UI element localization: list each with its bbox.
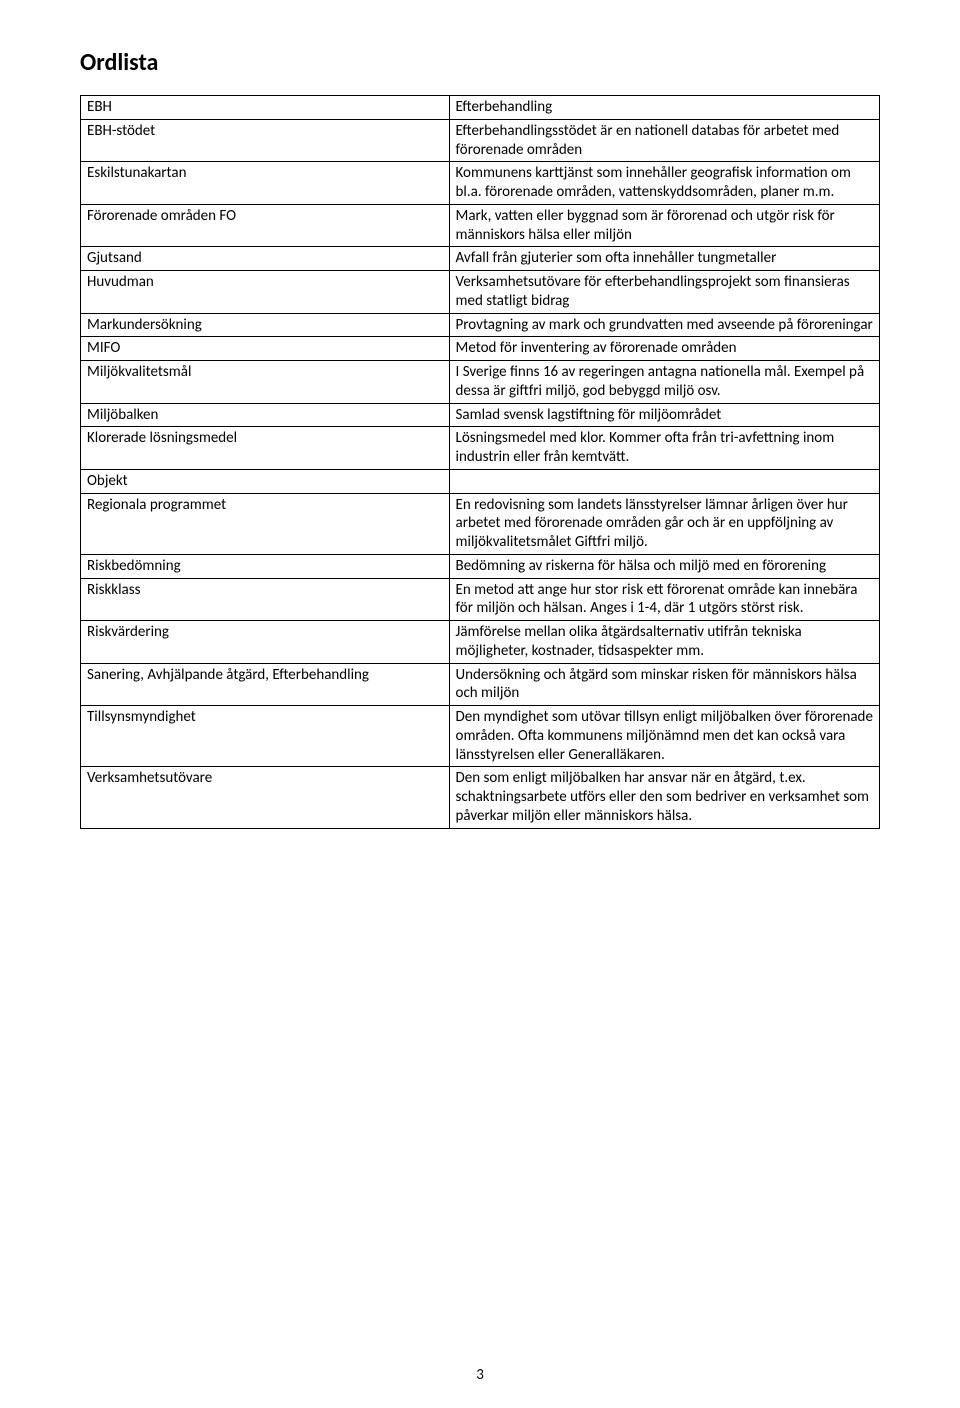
table-row: EBHEfterbehandling [81, 96, 880, 120]
table-row: EBH-stödetEfterbehandlingsstödet är en n… [81, 119, 880, 162]
definition-cell: Den som enligt miljöbalken har ansvar nä… [449, 767, 879, 828]
table-row: MIFOMetod för inventering av förorenade … [81, 337, 880, 361]
term-cell: Regionala programmet [81, 493, 450, 554]
term-cell: Förorenade områden FO [81, 204, 450, 247]
table-row: MiljöbalkenSamlad svensk lagstiftning fö… [81, 403, 880, 427]
table-row: MiljökvalitetsmålI Sverige finns 16 av r… [81, 361, 880, 404]
definition-cell: Samlad svensk lagstiftning för miljöområ… [449, 403, 879, 427]
definition-cell: Kommunens karttjänst som innehåller geog… [449, 162, 879, 205]
table-row: TillsynsmyndighetDen myndighet som utöva… [81, 706, 880, 767]
page-title: Ordlista [80, 48, 880, 77]
term-cell: Miljöbalken [81, 403, 450, 427]
table-row: RiskbedömningBedömning av riskerna för h… [81, 554, 880, 578]
table-row: Objekt [81, 469, 880, 493]
definition-cell [449, 469, 879, 493]
definition-cell: Metod för inventering av förorenade områ… [449, 337, 879, 361]
glossary-table: EBHEfterbehandlingEBH-stödetEfterbehandl… [80, 95, 880, 829]
table-row: RiskklassEn metod att ange hur stor risk… [81, 578, 880, 621]
term-cell: EBH [81, 96, 450, 120]
definition-cell: I Sverige finns 16 av regeringen antagna… [449, 361, 879, 404]
table-row: RiskvärderingJämförelse mellan olika åtg… [81, 621, 880, 664]
table-row: GjutsandAvfall från gjuterier som ofta i… [81, 247, 880, 271]
definition-cell: En redovisning som landets länsstyrelser… [449, 493, 879, 554]
term-cell: Riskvärdering [81, 621, 450, 664]
definition-cell: Efterbehandling [449, 96, 879, 120]
definition-cell: Efterbehandlingsstödet är en nationell d… [449, 119, 879, 162]
table-row: MarkundersökningProvtagning av mark och … [81, 313, 880, 337]
table-row: Förorenade områden FOMark, vatten eller … [81, 204, 880, 247]
term-cell: MIFO [81, 337, 450, 361]
page-number: 3 [0, 1366, 960, 1384]
table-row: Sanering, Avhjälpande åtgärd, Efterbehan… [81, 663, 880, 706]
table-row: VerksamhetsutövareDen som enligt miljöba… [81, 767, 880, 828]
term-cell: Markundersökning [81, 313, 450, 337]
definition-cell: Jämförelse mellan olika åtgärdsalternati… [449, 621, 879, 664]
definition-cell: Avfall från gjuterier som ofta innehålle… [449, 247, 879, 271]
definition-cell: Verksamhetsutövare för efterbehandlingsp… [449, 271, 879, 314]
term-cell: Riskbedömning [81, 554, 450, 578]
term-cell: Gjutsand [81, 247, 450, 271]
table-row: Regionala programmetEn redovisning som l… [81, 493, 880, 554]
term-cell: Miljökvalitetsmål [81, 361, 450, 404]
term-cell: Eskilstunakartan [81, 162, 450, 205]
table-row: EskilstunakartanKommunens karttjänst som… [81, 162, 880, 205]
glossary-body: EBHEfterbehandlingEBH-stödetEfterbehandl… [81, 96, 880, 829]
definition-cell: Lösningsmedel med klor. Kommer ofta från… [449, 427, 879, 470]
term-cell: EBH-stödet [81, 119, 450, 162]
term-cell: Verksamhetsutövare [81, 767, 450, 828]
table-row: Klorerade lösningsmedelLösningsmedel med… [81, 427, 880, 470]
definition-cell: Den myndighet som utövar tillsyn enligt … [449, 706, 879, 767]
definition-cell: Provtagning av mark och grundvatten med … [449, 313, 879, 337]
term-cell: Huvudman [81, 271, 450, 314]
definition-cell: Mark, vatten eller byggnad som är förore… [449, 204, 879, 247]
term-cell: Riskklass [81, 578, 450, 621]
term-cell: Klorerade lösningsmedel [81, 427, 450, 470]
definition-cell: Bedömning av riskerna för hälsa och milj… [449, 554, 879, 578]
document-page: Ordlista EBHEfterbehandlingEBH-stödetEft… [0, 0, 960, 1408]
term-cell: Tillsynsmyndighet [81, 706, 450, 767]
table-row: HuvudmanVerksamhetsutövare för efterbeha… [81, 271, 880, 314]
definition-cell: En metod att ange hur stor risk ett föro… [449, 578, 879, 621]
term-cell: Objekt [81, 469, 450, 493]
term-cell: Sanering, Avhjälpande åtgärd, Efterbehan… [81, 663, 450, 706]
definition-cell: Undersökning och åtgärd som minskar risk… [449, 663, 879, 706]
